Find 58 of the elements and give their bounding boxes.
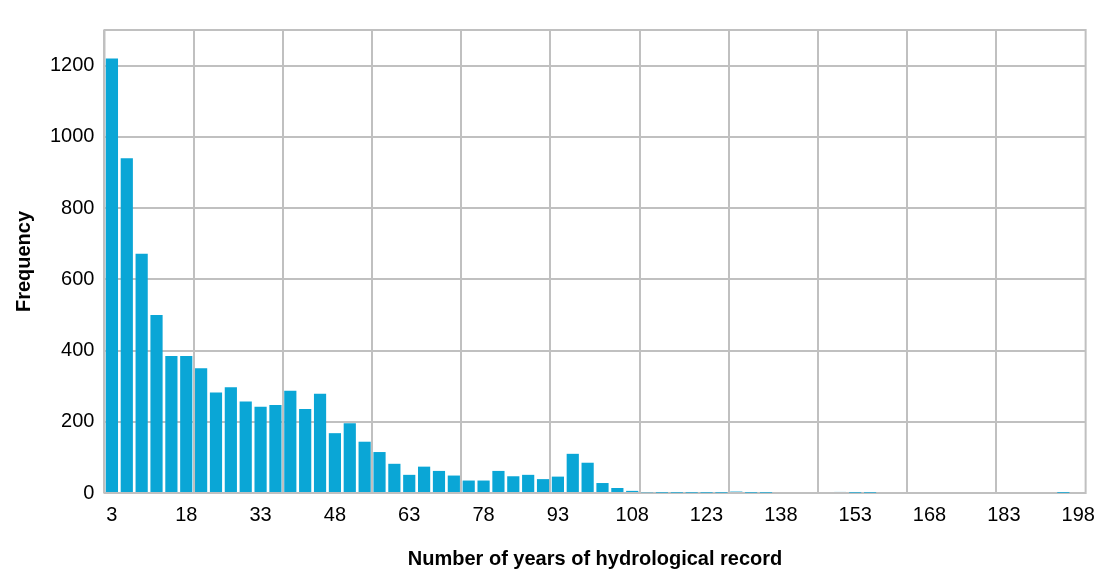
y-tick-label: 1200 [49, 53, 95, 76]
bar [180, 355, 193, 492]
bar [150, 314, 163, 492]
bar [551, 476, 564, 492]
bar [299, 408, 312, 492]
bar [492, 470, 505, 492]
bar [343, 423, 356, 492]
x-tick-label: 138 [764, 502, 798, 525]
bar [596, 483, 609, 492]
bar [522, 474, 535, 492]
x-tick-label: 153 [838, 502, 872, 525]
bar [536, 479, 550, 492]
bar [269, 405, 282, 492]
bar [432, 470, 446, 492]
bar [239, 401, 252, 492]
y-tick-label: 400 [61, 338, 95, 361]
x-tick-label: 78 [472, 502, 495, 525]
y-tick-label: 600 [61, 266, 95, 289]
bar [120, 158, 133, 492]
x-tick-label: 108 [615, 502, 649, 525]
bar [254, 406, 267, 492]
y-tick-label: 200 [61, 409, 95, 432]
x-tick-label: 18 [175, 502, 198, 525]
bar [477, 480, 490, 492]
bar [313, 393, 327, 492]
x-tick-label: 93 [546, 502, 570, 525]
bar [209, 392, 223, 492]
x-tick-label: 123 [689, 502, 724, 525]
bar [418, 466, 431, 492]
bar [462, 480, 475, 492]
bar [358, 441, 371, 492]
x-tick-label: 183 [987, 502, 1021, 525]
x-tick-label: 63 [398, 502, 421, 525]
bar [165, 355, 178, 492]
y-tick-label: 800 [61, 195, 95, 218]
bar [224, 387, 237, 492]
bar [388, 463, 401, 492]
bar [373, 452, 386, 492]
x-tick-label: 33 [249, 502, 272, 525]
bar [105, 58, 119, 492]
bar [566, 453, 579, 492]
bar [611, 488, 624, 492]
bar [581, 462, 594, 492]
bar [284, 390, 297, 492]
bar [135, 253, 148, 492]
x-tick-label: 198 [1061, 502, 1095, 525]
x-tick-label: 168 [912, 502, 947, 525]
bar [195, 368, 208, 492]
y-tick-label: 1000 [49, 124, 95, 147]
bar [403, 474, 416, 492]
bar [507, 476, 520, 492]
x-tick-label: 3 [106, 502, 118, 525]
y-axis-title: Frequency [11, 210, 34, 313]
x-axis-title: Number of years of hydrological record [407, 546, 783, 569]
bar [447, 475, 460, 492]
y-tick-label: 0 [83, 480, 95, 503]
bar [328, 433, 342, 492]
x-tick-label: 48 [323, 502, 347, 525]
